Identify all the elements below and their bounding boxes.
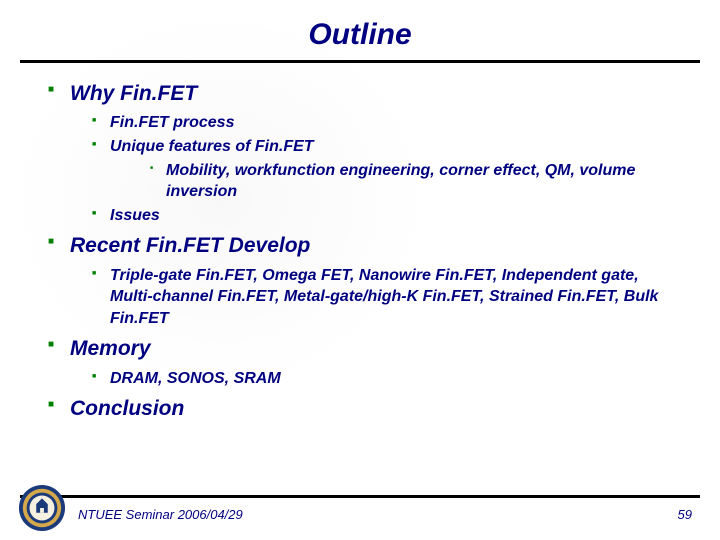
- list-item: Memory DRAM, SONOS, SRAM: [48, 335, 680, 389]
- list-item: Unique features of Fin.FETMobility, work…: [70, 136, 680, 203]
- slide-title: Outline: [0, 18, 720, 52]
- list-item: Why Fin.FET Fin.FET processUnique feature…: [48, 80, 680, 226]
- slide: Outline Why Fin.FET Fin.FET processUnique…: [0, 0, 720, 540]
- list-item-label: Issues: [110, 205, 160, 227]
- list-item-label: Mobility, workfunction engineering, corn…: [166, 160, 680, 203]
- list-level-2: DRAM, SONOS, SRAM: [70, 368, 680, 390]
- list-item: Mobility, workfunction engineering, corn…: [110, 160, 680, 203]
- footer-text: NTUEE Seminar 2006/04/29: [78, 507, 692, 522]
- list-item-label: Unique features of Fin.FET: [110, 136, 314, 158]
- list-item: Recent Fin.FET Develop Triple-gate Fin.FE…: [48, 232, 680, 329]
- list-level-3: Mobility, workfunction engineering, corn…: [110, 160, 680, 203]
- list-item-label: Triple-gate Fin.FET, Omega FET, Nanowire…: [110, 265, 680, 330]
- list-item-label: Recent Fin.FET Develop: [70, 232, 310, 260]
- list-item-label: Why Fin.FET: [70, 80, 197, 108]
- list-item: Fin.FET process: [70, 112, 680, 134]
- list-level-2: Triple-gate Fin.FET, Omega FET, Nanowire…: [70, 265, 680, 330]
- list-item: DRAM, SONOS, SRAM: [70, 368, 680, 390]
- list-item: Issues: [70, 205, 680, 227]
- list-item-label: Fin.FET process: [110, 112, 234, 134]
- list-item-label: Conclusion: [70, 395, 184, 423]
- list-item: Triple-gate Fin.FET, Omega FET, Nanowire…: [70, 265, 680, 330]
- list-item-label: Memory: [70, 335, 151, 363]
- page-number: 59: [678, 507, 692, 522]
- university-seal-icon: [18, 484, 66, 532]
- title-rule: [20, 60, 700, 63]
- outline-list: Why Fin.FET Fin.FET processUnique feature…: [48, 80, 680, 424]
- list-level-2: Fin.FET processUnique features of Fin.FE…: [70, 112, 680, 226]
- footer-rule: [20, 495, 700, 498]
- list-item: Conclusion: [48, 395, 680, 423]
- content-area: Why Fin.FET Fin.FET processUnique feature…: [48, 80, 680, 428]
- list-item-label: DRAM, SONOS, SRAM: [110, 368, 281, 390]
